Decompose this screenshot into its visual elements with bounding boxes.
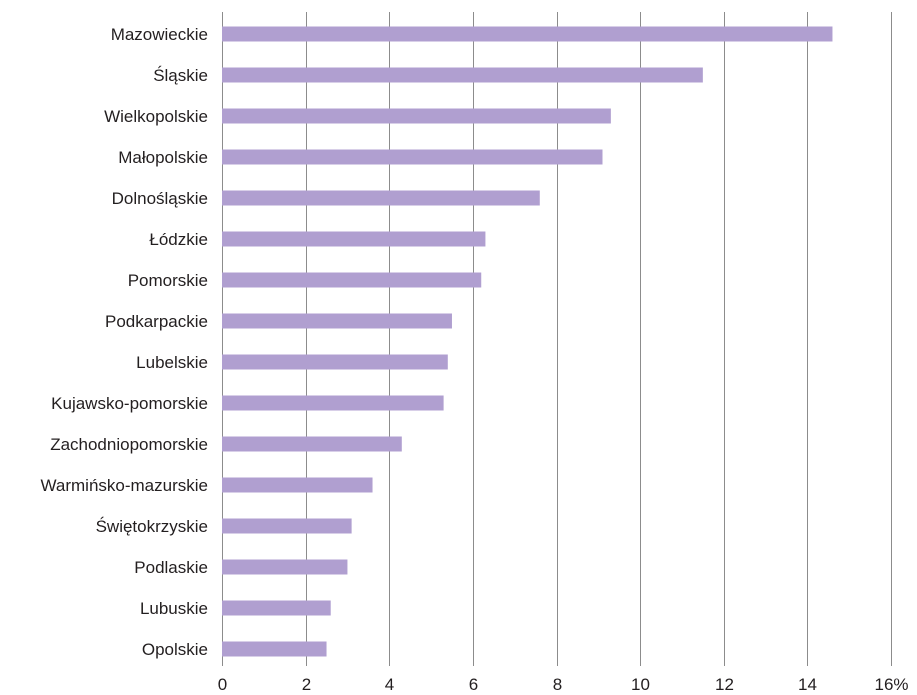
bar [222,67,703,83]
category-label: Małopolskie [118,148,208,167]
category-label: Lubelskie [136,353,208,372]
bar [222,436,402,452]
category-label: Pomorskie [128,271,208,290]
category-label: Dolnośląskie [112,189,208,208]
category-label: Łódzkie [149,230,208,249]
category-label: Lubuskie [140,599,208,618]
bar [222,518,352,534]
category-label: Opolskie [142,640,208,659]
category-label: Warmińsko-mazurskie [40,476,208,495]
bar [222,395,444,411]
category-label: Mazowieckie [111,25,208,44]
bar [222,108,611,124]
category-label: Świętokrzyskie [96,517,208,536]
x-tick-label: 14 [798,675,817,694]
x-tick-label: 2 [302,675,311,694]
category-label: Wielkopolskie [104,107,208,126]
category-label: Śląskie [153,66,208,85]
bar [222,231,486,247]
bar [222,600,331,616]
category-label: Kujawsko-pomorskie [51,394,208,413]
x-tick-label: 8 [553,675,562,694]
bar [222,641,327,657]
bar [222,313,452,329]
category-label: Zachodniopomorskie [50,435,208,454]
category-labels: Mazowieckie Śląskie Wielkopolskie Małopolsk… [40,25,208,659]
category-label: Podlaskie [134,558,208,577]
bar [222,190,540,206]
x-axis-tick-labels: 0 2 4 6 8 10 12 14 16% [218,675,909,694]
x-tick-label: 4 [385,675,394,694]
x-tick-label: 12 [715,675,734,694]
bar [222,272,482,288]
x-tick-label: 0 [218,675,227,694]
bars [222,26,833,657]
bar [222,26,833,42]
bar [222,149,603,165]
category-label: Podkarpackie [105,312,208,331]
x-tick-label: 6 [469,675,478,694]
x-tick-label: 10 [631,675,650,694]
bar [222,559,348,575]
bar [222,477,373,493]
x-tick-label: 16% [874,675,908,694]
bar [222,354,448,370]
